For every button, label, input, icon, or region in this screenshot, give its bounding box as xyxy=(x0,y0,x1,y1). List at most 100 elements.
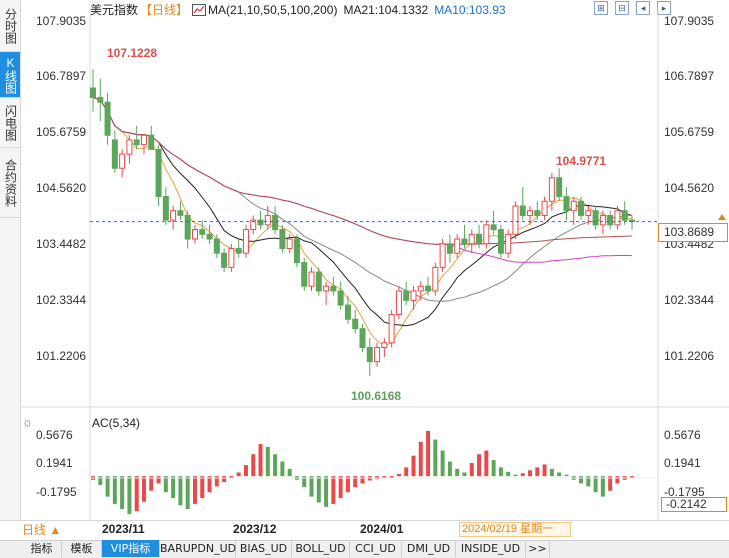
candle-body xyxy=(184,214,191,240)
candle-body xyxy=(454,238,461,254)
candle-body xyxy=(497,229,504,254)
date-label: 2024/01 xyxy=(360,522,404,536)
ac-bar xyxy=(600,476,605,497)
instrument-title: 美元指数 xyxy=(90,3,139,17)
ac-bar xyxy=(353,476,358,488)
candle-body xyxy=(607,214,614,226)
ma-params: MA(21,10,50,5,100,200) xyxy=(208,3,338,17)
ac-bar xyxy=(608,476,613,491)
period-selector[interactable]: 日线 ▲ xyxy=(22,523,62,537)
candle-body xyxy=(483,224,490,245)
price-axis-right-label: 107.9035 xyxy=(664,14,715,28)
candle-body xyxy=(614,210,621,226)
tab-more[interactable]: >> xyxy=(526,540,550,557)
price-alert-arrow-icon xyxy=(718,214,726,220)
price-axis-right-label: 102.3344 xyxy=(664,293,715,307)
candle-body xyxy=(425,285,432,292)
tab-dmi[interactable]: DMI_UD xyxy=(402,540,456,557)
zoom-in-icon[interactable]: ⊞ xyxy=(594,1,608,15)
price-axis-left-label: 107.9035 xyxy=(36,14,87,28)
ac-bar xyxy=(593,476,598,493)
tab-contract[interactable]: 合约资料 xyxy=(0,148,20,218)
tab-kline[interactable]: K线图 xyxy=(0,52,20,98)
candle-body xyxy=(177,210,184,216)
price-chart[interactable] xyxy=(0,0,729,520)
candle-body xyxy=(403,290,410,301)
candle-body xyxy=(527,210,534,216)
candle-body xyxy=(286,238,293,249)
tab-bias[interactable]: BIAS_UD xyxy=(236,540,292,557)
ac-axis-left-label: -0.1795 xyxy=(36,485,77,499)
tab-inside[interactable]: INSIDE_UD xyxy=(456,540,526,557)
pan-left-icon[interactable]: ◂ xyxy=(636,1,650,15)
ac-bar xyxy=(469,463,474,477)
candle-body xyxy=(301,262,308,287)
zoom-out-icon[interactable]: ⊟ xyxy=(615,1,629,15)
ac-bar xyxy=(404,467,409,477)
tab-templates[interactable]: 模板 xyxy=(62,540,102,557)
ac-bar xyxy=(98,476,103,485)
ac-axis-right-label: 0.5676 xyxy=(664,428,701,442)
ma-settings-icon[interactable] xyxy=(192,4,207,16)
tab-cci[interactable]: CCI_UD xyxy=(350,540,402,557)
ac-bar xyxy=(615,476,620,484)
ac-bar xyxy=(141,476,146,502)
candle-body xyxy=(556,177,563,198)
candle-body xyxy=(439,243,446,268)
ac-bar xyxy=(236,472,241,477)
candle-body xyxy=(505,233,512,254)
candle-body xyxy=(191,229,198,240)
candle-body xyxy=(104,101,111,136)
candle-body xyxy=(541,200,548,216)
ma100-line xyxy=(92,97,633,245)
candle-body xyxy=(221,252,228,268)
tab-intraday[interactable]: 分时图 xyxy=(0,0,20,52)
candle-body xyxy=(111,139,118,169)
ac-bar xyxy=(134,476,139,512)
candle-body xyxy=(199,229,206,235)
period-tag: 【日线】 xyxy=(140,3,189,17)
hover-date-label: 2024/02/19 星期一 xyxy=(459,522,571,537)
tab-vip-indicators[interactable]: VIP指标 xyxy=(102,540,160,557)
ac-bar xyxy=(535,467,540,477)
ac-bar xyxy=(498,467,503,477)
ac-bar xyxy=(200,476,205,499)
ac-bar xyxy=(455,468,460,477)
price-axis-left-label: 101.2206 xyxy=(36,349,87,363)
candle-body xyxy=(432,266,439,292)
ac-bar xyxy=(222,476,227,482)
current-price-tag: 103.8689 xyxy=(658,223,728,242)
candle-body xyxy=(548,177,555,202)
price-axis-left-label: 105.6759 xyxy=(36,125,87,139)
ac-indicator-label: AC(5,34) xyxy=(92,416,141,430)
candle-body xyxy=(374,347,381,363)
ac-bar xyxy=(287,468,292,477)
indicator-settings-icon[interactable]: ☼ xyxy=(22,415,33,429)
candlesticks xyxy=(90,69,635,376)
ac-bar xyxy=(214,476,219,487)
candle-body xyxy=(213,238,220,254)
tab-barupdn[interactable]: BARUPDN_UD xyxy=(160,540,237,557)
ac-bar xyxy=(382,476,387,479)
candle-body xyxy=(512,205,519,235)
ac-bar xyxy=(280,461,285,477)
price-axis-left-label: 106.7897 xyxy=(36,69,87,83)
candle-body xyxy=(490,224,497,231)
ac-bar xyxy=(302,476,307,488)
candle-body xyxy=(446,243,453,254)
candle-body xyxy=(621,210,628,221)
ac-bar xyxy=(243,465,248,477)
candle-body xyxy=(352,318,359,330)
candle-body xyxy=(592,210,599,226)
tab-boll[interactable]: BOLL_UD xyxy=(292,540,350,557)
ac-bar xyxy=(324,476,329,507)
date-label: 2023/12 xyxy=(233,522,277,536)
price-axis-right-label: 105.6759 xyxy=(664,125,715,139)
ac-bar xyxy=(156,476,161,484)
ac-axis-right-label: -0.1795 xyxy=(664,485,705,499)
tab-flash[interactable]: 闪电图 xyxy=(0,98,20,148)
tab-indicators[interactable]: 指标 xyxy=(22,540,62,557)
candle-body xyxy=(534,210,541,216)
high-annotation: 107.1228 xyxy=(107,46,158,60)
ac-bar xyxy=(520,473,525,477)
